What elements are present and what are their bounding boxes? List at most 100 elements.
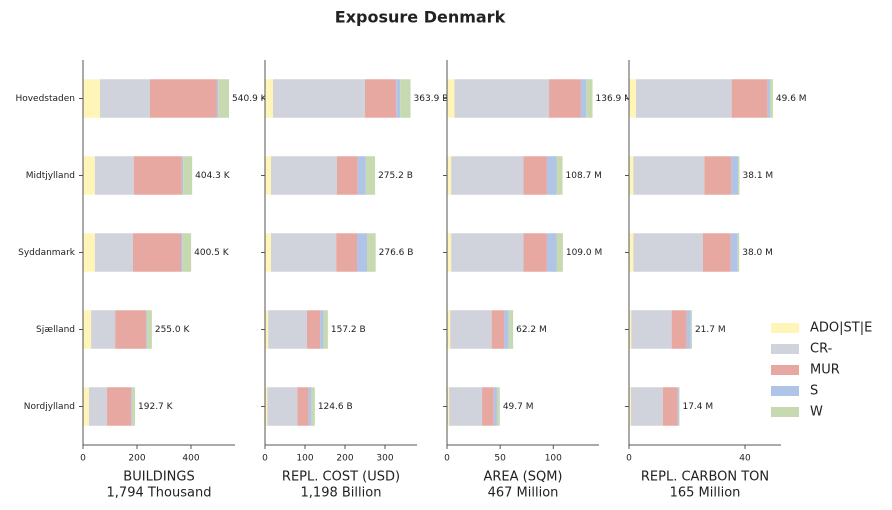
bar-segment	[629, 310, 632, 349]
bar-segment	[100, 79, 150, 118]
bar-segment	[83, 79, 101, 118]
bar-segment	[523, 156, 547, 195]
bar-segment	[556, 156, 563, 195]
bar-segment	[677, 387, 679, 426]
bar-segment	[396, 79, 401, 118]
x-tick-label: 200	[336, 454, 353, 464]
bar-segment	[400, 79, 411, 118]
x-tick-label: 200	[128, 454, 145, 464]
bar-segment	[523, 233, 547, 272]
x-axis-label: BUILDINGS	[123, 470, 194, 485]
bar-segment	[633, 156, 705, 195]
bar-segment	[546, 156, 557, 195]
bar-segment	[365, 156, 376, 195]
x-axis-label: REPL. CARBON TON	[641, 470, 769, 485]
bar-segment	[265, 310, 269, 349]
bar-segment	[265, 387, 268, 426]
bar-segment	[556, 233, 563, 272]
bar-segment	[447, 310, 451, 349]
total-label: 38.1 M	[743, 171, 774, 181]
y-tick-label: Syddanmark	[18, 248, 76, 258]
bar-segment	[767, 79, 770, 118]
legend-label: S	[810, 384, 818, 399]
bar-segment	[271, 233, 337, 272]
bar-segment	[482, 387, 494, 426]
bar-segment	[662, 387, 678, 426]
bar-segment	[307, 310, 321, 349]
bar-segment	[83, 310, 92, 349]
bar-segment	[182, 233, 192, 272]
bar-segment	[631, 310, 672, 349]
total-label: 400.5 K	[194, 248, 230, 258]
bar-segment	[91, 310, 116, 349]
bar-segment	[337, 156, 358, 195]
bar-segment	[83, 233, 95, 272]
bar-segment	[629, 156, 634, 195]
x-axis-sublabel: 1,198 Billion	[301, 486, 382, 501]
x-tick-label: 300	[376, 454, 393, 464]
total-label: 49.7 M	[503, 402, 534, 412]
bar-segment	[146, 310, 147, 349]
y-tick-label: Midtjylland	[26, 171, 75, 181]
bar-segment	[702, 233, 731, 272]
bar-segment	[336, 233, 357, 272]
bar-segment	[635, 79, 732, 118]
y-tick-label: Nordjylland	[24, 402, 75, 412]
x-tick-label: 0	[626, 454, 632, 464]
bar-segment	[704, 156, 732, 195]
x-tick-label: 50	[494, 454, 506, 464]
bar-segment	[631, 387, 663, 426]
y-tick-label: Hovedstaden	[15, 94, 75, 104]
total-label: 540.9 K	[232, 94, 268, 104]
bar-segment	[447, 156, 452, 195]
bar-segment	[504, 310, 509, 349]
legend-label: MUR	[810, 363, 840, 378]
bar-segment	[357, 233, 367, 272]
total-label: 404.3 K	[195, 171, 231, 181]
bar-segment	[549, 79, 581, 118]
x-tick-label: 100	[296, 454, 313, 464]
bar-segment	[218, 79, 230, 118]
bar-segment	[580, 79, 587, 118]
bar-segment	[491, 310, 505, 349]
bar-segment	[107, 387, 132, 426]
legend-label: ADO|ST|E	[810, 321, 872, 336]
bar-segment	[586, 79, 593, 118]
legend-label: CR-	[810, 342, 833, 357]
total-label: 363.9 B	[414, 94, 449, 104]
x-tick-label: 0	[262, 454, 268, 464]
bar-segment	[447, 387, 450, 426]
y-tick-label: Sjælland	[36, 325, 75, 335]
bar-segment	[629, 79, 636, 118]
total-label: 276.6 B	[379, 248, 414, 258]
total-label: 49.6 M	[776, 94, 807, 104]
total-label: 124.6 B	[318, 402, 353, 412]
bar-segment	[115, 310, 147, 349]
bar-segment	[308, 387, 312, 426]
bar-segment	[546, 233, 557, 272]
bar-segment	[447, 79, 455, 118]
bar-segment	[271, 156, 337, 195]
bar-segment	[367, 233, 376, 272]
total-label: 108.7 M	[566, 171, 602, 181]
total-label: 136.9 M	[596, 94, 632, 104]
total-label: 109.0 M	[566, 248, 602, 258]
legend-swatch	[771, 407, 799, 417]
x-tick-label: 0	[80, 454, 86, 464]
bar-segment	[133, 156, 182, 195]
legend-swatch	[771, 365, 799, 375]
bar-segment	[450, 310, 492, 349]
bar-segment	[633, 233, 703, 272]
bar-segment	[357, 156, 366, 195]
bar-segment	[323, 310, 328, 349]
bar-segment	[83, 156, 95, 195]
total-label: 38.0 M	[742, 248, 773, 258]
bar-segment	[131, 387, 136, 426]
legend-label: W	[810, 405, 823, 420]
bar-segment	[629, 233, 634, 272]
bar-segment	[447, 233, 452, 272]
bar-segment	[297, 387, 309, 426]
bar-segment	[273, 79, 365, 118]
bar-segment	[183, 156, 193, 195]
bar-segment	[769, 79, 773, 118]
